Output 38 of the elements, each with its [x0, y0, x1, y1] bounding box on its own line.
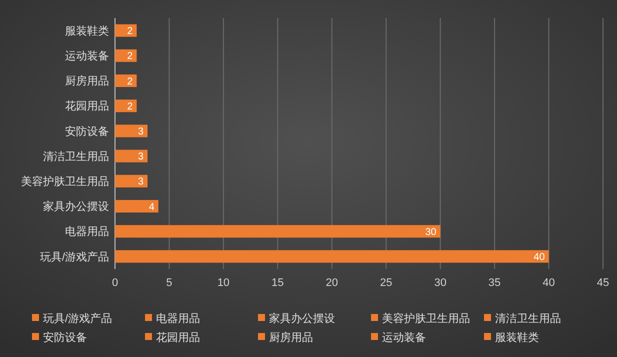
legend-label: 运动装备 [382, 330, 426, 344]
y-tick-label: 安防设备 [65, 124, 109, 138]
data-label: 2 [127, 76, 134, 88]
x-tick-label: 30 [434, 277, 446, 289]
legend-label: 美容护肤卫生用品 [382, 312, 470, 325]
legend-label: 清洁卫生用品 [495, 312, 561, 325]
legend-label: 电器用品 [156, 312, 200, 325]
x-tick-label: 20 [326, 277, 338, 289]
legend-label: 厨房用品 [269, 330, 313, 344]
x-tick-label: 40 [542, 277, 555, 289]
x-tick-label: 0 [112, 277, 118, 289]
y-tick-label: 电器用品 [65, 225, 109, 238]
data-label: 40 [534, 252, 546, 263]
y-tick-label: 运动装备 [65, 50, 109, 62]
y-tick-label: 花园用品 [65, 100, 109, 113]
data-label: 2 [127, 51, 134, 62]
data-label: 3 [138, 176, 144, 188]
x-tick-label: 35 [488, 277, 501, 289]
data-label: 2 [127, 26, 134, 38]
data-label: 3 [138, 152, 144, 163]
legend-label: 花园用品 [156, 330, 200, 344]
y-tick-label: 家具办公摆设 [43, 200, 109, 214]
data-label: 3 [138, 126, 144, 138]
y-tick-label: 清洁卫生用品 [43, 150, 109, 163]
x-tick-label: 5 [166, 277, 172, 289]
x-tick-label: 25 [380, 277, 392, 289]
data-label: 30 [425, 226, 437, 238]
x-tick-label: 10 [217, 277, 230, 289]
x-tick-label: 15 [272, 277, 284, 289]
y-tick-label: 玩具/游戏产品 [40, 250, 109, 264]
y-tick-label: 厨房用品 [65, 74, 109, 88]
y-tick-label: 服装鞋类 [65, 24, 109, 38]
legend-label: 家具办公摆设 [269, 312, 335, 325]
data-label: 2 [127, 101, 134, 112]
y-tick-label: 美容护肤卫生用品 [21, 175, 109, 188]
legend-label: 服装鞋类 [495, 330, 539, 344]
data-label: 4 [148, 202, 155, 213]
x-tick-label: 45 [596, 277, 610, 289]
